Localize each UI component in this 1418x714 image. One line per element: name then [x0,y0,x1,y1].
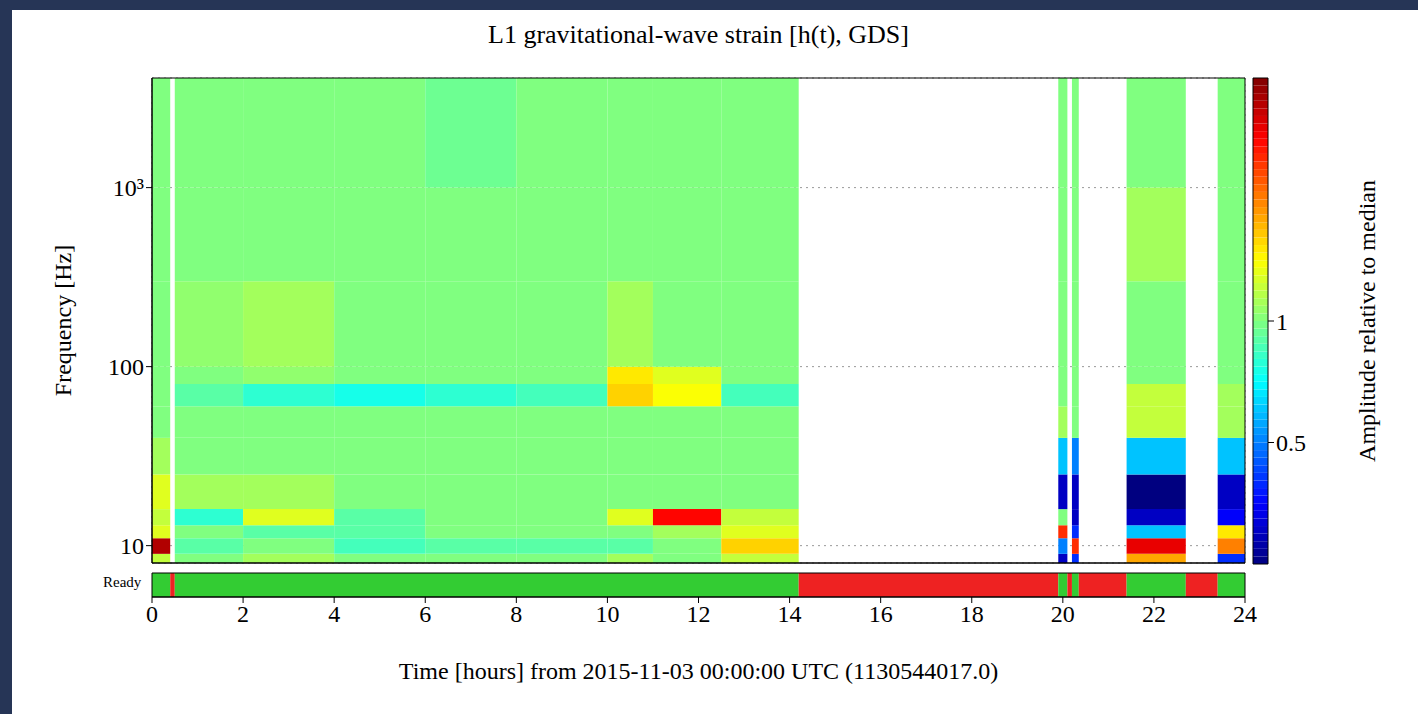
svg-text:1: 1 [1276,309,1288,335]
svg-text:100: 100 [108,354,144,380]
svg-text:22: 22 [1142,601,1166,627]
svg-text:Frequency [Hz]: Frequency [Hz] [50,245,76,396]
svg-text:6: 6 [419,601,431,627]
svg-text:12: 12 [687,601,711,627]
svg-text:20: 20 [1051,601,1075,627]
svg-text:10³: 10³ [113,175,144,201]
html-text:L1 gravitational-wave strain [: L1 gravitational-wave strain [h(t), GDS] [488,20,909,49]
svg-text:10: 10 [120,533,144,559]
svg-text:18: 18 [960,601,984,627]
svg-text:8: 8 [510,601,522,627]
svg-text:14: 14 [778,601,802,627]
svg-text:Amplitude relative to median: Amplitude relative to median [1354,180,1380,462]
svg-text:0.5: 0.5 [1276,430,1306,456]
svg-text:0: 0 [146,601,158,627]
svg-text:10: 10 [595,601,619,627]
html-text:Ready: Ready [103,574,142,590]
svg-text:Time [hours] from 2015-11-03 0: Time [hours] from 2015-11-03 00:00:00 UT… [399,658,998,684]
svg-text:4: 4 [328,601,340,627]
svg-text:16: 16 [869,601,893,627]
svg-text:24: 24 [1233,601,1257,627]
svg-text:2: 2 [237,601,249,627]
